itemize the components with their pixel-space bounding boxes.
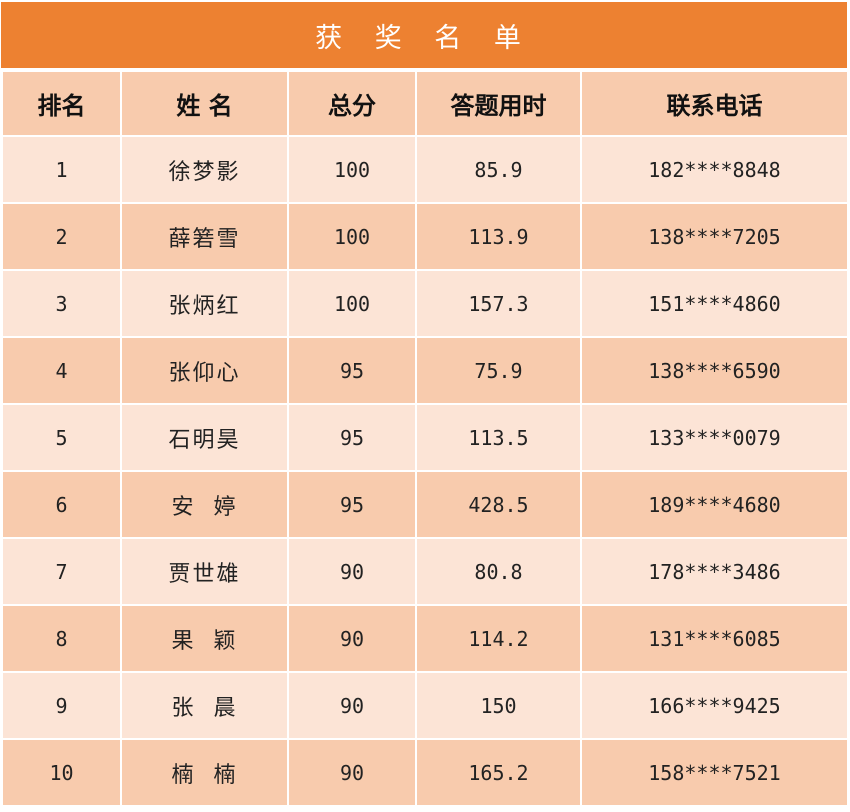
name-cell: 薛箬雪 bbox=[120, 202, 289, 271]
score-cell: 100 bbox=[287, 202, 417, 271]
phone-cell: 158****7521 bbox=[580, 738, 849, 807]
name-cell: 果 颖 bbox=[120, 604, 289, 673]
phone-cell: 138****7205 bbox=[580, 202, 849, 271]
rank-cell: 3 bbox=[1, 269, 122, 338]
rank-cell: 10 bbox=[1, 738, 122, 807]
rank-cell: 9 bbox=[1, 671, 122, 740]
score-cell: 100 bbox=[287, 135, 417, 204]
table-row: 10 楠 楠 90 165.2 158****7521 bbox=[1, 738, 849, 807]
header-time: 答题用时 bbox=[415, 70, 582, 137]
award-table: 排名 姓 名 总分 答题用时 联系电话 1 徐梦影 100 85.9 182****88… bbox=[1, 70, 849, 807]
score-cell: 95 bbox=[287, 470, 417, 539]
time-cell: 75.9 bbox=[415, 336, 582, 405]
table-row: 1 徐梦影 100 85.9 182****8848 bbox=[1, 135, 849, 204]
table-row: 2 薛箬雪 100 113.9 138****7205 bbox=[1, 202, 849, 271]
header-phone: 联系电话 bbox=[580, 70, 849, 137]
table-row: 5 石明昊 95 113.5 133****0079 bbox=[1, 403, 849, 472]
time-cell: 113.5 bbox=[415, 403, 582, 472]
phone-cell: 133****0079 bbox=[580, 403, 849, 472]
time-cell: 150 bbox=[415, 671, 582, 740]
score-cell: 90 bbox=[287, 671, 417, 740]
score-cell: 90 bbox=[287, 738, 417, 807]
name-cell: 贾世雄 bbox=[120, 537, 289, 606]
name-cell: 徐梦影 bbox=[120, 135, 289, 204]
phone-cell: 151****4860 bbox=[580, 269, 849, 338]
header-rank: 排名 bbox=[1, 70, 122, 137]
phone-cell: 138****6590 bbox=[580, 336, 849, 405]
rank-cell: 4 bbox=[1, 336, 122, 405]
name-cell: 石明昊 bbox=[120, 403, 289, 472]
phone-cell: 166****9425 bbox=[580, 671, 849, 740]
time-cell: 157.3 bbox=[415, 269, 582, 338]
table-row: 7 贾世雄 90 80.8 178****3486 bbox=[1, 537, 849, 606]
table-row: 4 张仰心 95 75.9 138****6590 bbox=[1, 336, 849, 405]
table-row: 3 张炳红 100 157.3 151****4860 bbox=[1, 269, 849, 338]
time-cell: 85.9 bbox=[415, 135, 582, 204]
rank-cell: 8 bbox=[1, 604, 122, 673]
name-cell: 张炳红 bbox=[120, 269, 289, 338]
rank-cell: 6 bbox=[1, 470, 122, 539]
phone-cell: 182****8848 bbox=[580, 135, 849, 204]
score-cell: 100 bbox=[287, 269, 417, 338]
score-cell: 95 bbox=[287, 403, 417, 472]
header-row: 排名 姓 名 总分 答题用时 联系电话 bbox=[1, 70, 849, 137]
time-cell: 165.2 bbox=[415, 738, 582, 807]
phone-cell: 189****4680 bbox=[580, 470, 849, 539]
header-score: 总分 bbox=[287, 70, 417, 137]
name-cell: 张仰心 bbox=[120, 336, 289, 405]
header-name: 姓 名 bbox=[120, 70, 289, 137]
name-cell: 楠 楠 bbox=[120, 738, 289, 807]
phone-cell: 178****3486 bbox=[580, 537, 849, 606]
time-cell: 114.2 bbox=[415, 604, 582, 673]
name-cell: 安 婷 bbox=[120, 470, 289, 539]
rank-cell: 1 bbox=[1, 135, 122, 204]
time-cell: 113.9 bbox=[415, 202, 582, 271]
time-cell: 80.8 bbox=[415, 537, 582, 606]
table-title: 获 奖 名 单 bbox=[1, 2, 847, 70]
rank-cell: 2 bbox=[1, 202, 122, 271]
name-cell: 张 晨 bbox=[120, 671, 289, 740]
rank-cell: 5 bbox=[1, 403, 122, 472]
rank-cell: 7 bbox=[1, 537, 122, 606]
score-cell: 95 bbox=[287, 336, 417, 405]
time-cell: 428.5 bbox=[415, 470, 582, 539]
phone-cell: 131****6085 bbox=[580, 604, 849, 673]
score-cell: 90 bbox=[287, 537, 417, 606]
score-cell: 90 bbox=[287, 604, 417, 673]
